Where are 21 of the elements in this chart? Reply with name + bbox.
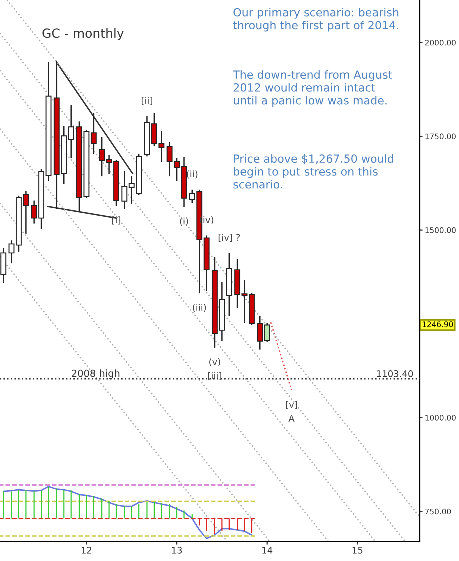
text: GC - monthly: [42, 28, 124, 41]
annotation: (ii): [187, 170, 198, 179]
annotation: [iii]: [208, 372, 222, 380]
ref-line-label: 2008 high: [72, 370, 120, 380]
annotation: (v): [210, 358, 220, 366]
x-tick-label: 12: [82, 547, 92, 554]
annotation: Our primary scenario: bearish through the first part of 2014.: [233, 8, 399, 32]
annotation: Price above $1,267.50 would begin to put stress on this scenario.: [234, 154, 394, 189]
x-tick-label: 13: [172, 547, 182, 554]
annotation: (iii): [193, 304, 206, 312]
x-tick-label: 15: [352, 547, 363, 554]
annotation: [ii]: [142, 97, 152, 106]
annotation: The down-trend from August 2012 would remain intact until a panic low was made.: [233, 70, 392, 107]
annotation: [i]: [112, 216, 121, 225]
candlestick: [0, 248, 7, 284]
annotation: (i): [180, 218, 188, 226]
annotation: A: [288, 415, 295, 422]
annotation: 1103.40: [377, 370, 414, 378]
annotation: [v]: [286, 401, 298, 410]
annotation: [iv] ?: [218, 234, 240, 242]
x-tick-label: 14: [262, 547, 273, 554]
